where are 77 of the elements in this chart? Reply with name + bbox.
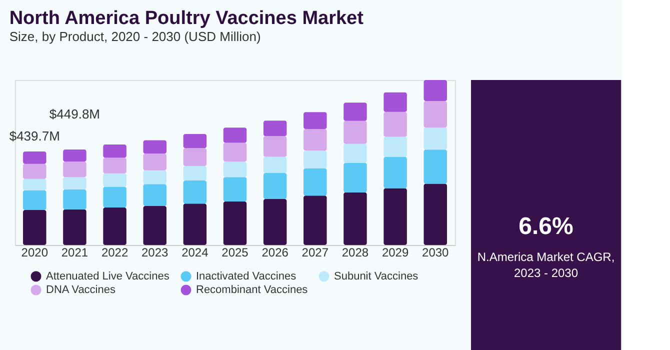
bar: [384, 136, 407, 157]
bar: [23, 210, 46, 245]
bar: [424, 150, 447, 184]
bar: [344, 144, 367, 163]
bar: [263, 156, 287, 174]
bar: [143, 184, 166, 206]
text: 6.6%: [518, 213, 574, 240]
x-tick-label: 2024: [182, 246, 209, 260]
bar: [223, 162, 247, 178]
bar: [424, 80, 447, 101]
annotation: $439.7M: [9, 128, 60, 144]
bar: [384, 112, 407, 137]
x-tick-label: 2023: [142, 246, 169, 260]
bar: [63, 149, 86, 162]
x-tick-label: 2022: [101, 246, 128, 260]
bar: [63, 190, 86, 210]
bar: [183, 204, 207, 245]
bar: [263, 136, 287, 157]
bar: [304, 129, 327, 151]
bar: [143, 206, 166, 245]
x-tick-label: 2030: [422, 246, 450, 260]
legend-label: Subunit Vaccines: [334, 270, 419, 282]
bar: [23, 178, 46, 190]
bar: [223, 128, 247, 143]
x-tick-label: 2026: [262, 246, 289, 260]
bar: [384, 156, 407, 188]
x-tick-label: 2028: [342, 246, 369, 260]
bar: [63, 209, 86, 245]
bar: [384, 188, 407, 245]
bar: [223, 142, 247, 162]
x-tick-label: 2020: [21, 246, 48, 260]
bar: [223, 201, 247, 245]
bar: [143, 140, 166, 154]
bar: [263, 198, 287, 245]
bar: [103, 144, 126, 158]
bar: [183, 134, 207, 148]
bar: [384, 92, 407, 112]
chart-subtitle: Size, by Product, 2020 - 2030 (USD Million): [9, 29, 261, 44]
bar: [63, 177, 86, 190]
bar: [143, 154, 166, 170]
legend-label: Inactivated Vaccines: [196, 270, 297, 282]
bar: [344, 102, 367, 121]
bar: [63, 162, 86, 178]
bar: [263, 173, 287, 199]
text: N.America Market CAGR, 2023 - 2030: [477, 250, 615, 280]
bar: [304, 168, 327, 196]
bar: [263, 120, 287, 136]
x-tick-label: 2021: [61, 246, 88, 260]
x-tick-label: 2025: [222, 246, 249, 260]
legend-label: DNA Vaccines: [46, 284, 116, 296]
bar: [183, 148, 207, 166]
bar: [143, 170, 166, 184]
x-tick-label: 2027: [302, 246, 329, 260]
bar: [23, 190, 46, 210]
bar: [183, 180, 207, 204]
bar: [424, 100, 447, 128]
bar: [344, 120, 367, 144]
legend-label: Attenuated Live Vaccines: [46, 270, 170, 282]
legend-label: Recombinant Vaccines: [196, 284, 308, 296]
annotation: $449.8M: [49, 106, 100, 122]
bar: [103, 208, 126, 245]
bar: [183, 166, 207, 180]
bar: [103, 173, 126, 187]
x-tick-label: 2029: [382, 246, 409, 260]
bar: [424, 184, 447, 245]
bar: [103, 186, 126, 208]
bar: [424, 128, 447, 150]
bar: [223, 177, 247, 202]
bar: [304, 196, 327, 245]
bar: [304, 112, 327, 130]
bar: [103, 158, 126, 174]
bar: [23, 151, 46, 164]
bar: [344, 162, 367, 192]
bar: [344, 192, 367, 245]
bar: [23, 164, 46, 179]
bar: [304, 150, 327, 168]
chart-title: North America Poultry Vaccines Market: [9, 8, 364, 29]
